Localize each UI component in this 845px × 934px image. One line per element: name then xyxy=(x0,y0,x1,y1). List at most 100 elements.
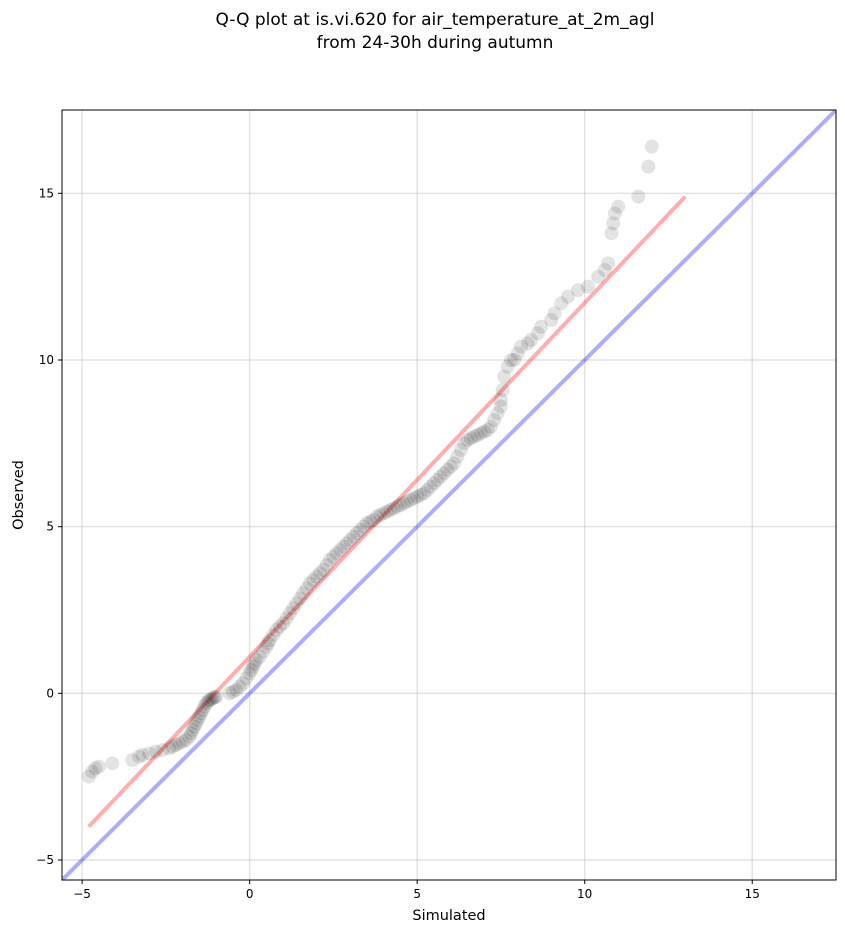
data-point xyxy=(182,729,197,744)
data-point xyxy=(346,529,361,544)
data-point xyxy=(366,513,381,527)
data-point xyxy=(199,696,214,711)
data-point xyxy=(433,469,448,484)
data-point xyxy=(326,549,341,564)
data-point xyxy=(400,494,415,509)
data-point xyxy=(503,353,518,367)
data-point xyxy=(252,649,267,664)
data-point xyxy=(204,692,219,707)
y-tick-label: −5 xyxy=(36,853,54,867)
data-point xyxy=(81,769,96,784)
data-point xyxy=(286,601,301,616)
data-point xyxy=(547,306,562,321)
data-point xyxy=(510,346,525,361)
data-point xyxy=(369,509,384,524)
y-tick-label: 10 xyxy=(39,353,54,367)
data-point xyxy=(373,508,388,522)
data-point xyxy=(467,429,482,444)
data-point xyxy=(200,694,215,709)
data-point xyxy=(232,679,247,694)
data-point xyxy=(507,353,522,367)
data-point xyxy=(457,436,472,451)
data-point xyxy=(202,693,217,707)
data-point xyxy=(247,656,262,671)
data-point xyxy=(302,576,317,591)
data-point xyxy=(88,761,103,776)
data-point xyxy=(269,623,284,637)
data-point xyxy=(279,611,294,626)
data-point xyxy=(477,424,492,439)
data-point xyxy=(530,326,545,341)
data-point xyxy=(440,463,455,477)
data-point xyxy=(195,703,210,717)
data-point xyxy=(289,596,304,611)
data-point xyxy=(319,558,334,572)
data-point xyxy=(641,159,656,174)
data-point xyxy=(132,749,147,764)
data-point xyxy=(453,443,468,457)
x-tick-label: 0 xyxy=(246,887,254,901)
data-point xyxy=(473,426,488,441)
data-point xyxy=(168,738,183,752)
data-point xyxy=(497,369,512,384)
data-point xyxy=(359,516,374,531)
data-point xyxy=(450,449,465,464)
plot-frame xyxy=(61,109,837,881)
fit-line xyxy=(87,195,687,829)
data-point xyxy=(353,523,368,537)
data-point xyxy=(490,406,505,421)
data-point xyxy=(282,606,297,621)
data-point xyxy=(393,498,408,512)
data-point xyxy=(299,581,314,596)
data-point xyxy=(413,488,428,502)
data-point xyxy=(443,459,458,474)
data-point xyxy=(423,479,438,494)
data-point xyxy=(190,713,205,727)
data-point xyxy=(430,473,445,487)
data-point xyxy=(349,526,364,541)
data-point xyxy=(185,723,200,737)
data-point xyxy=(148,744,163,759)
data-point xyxy=(165,739,180,754)
data-points xyxy=(81,139,659,784)
data-point xyxy=(222,686,237,701)
data-point xyxy=(483,419,498,434)
reference-lines xyxy=(62,110,836,880)
data-point xyxy=(135,748,150,762)
data-point xyxy=(313,566,327,581)
data-point xyxy=(410,489,425,504)
data-point xyxy=(386,501,401,516)
data-point xyxy=(463,431,478,446)
data-point xyxy=(296,586,311,601)
data-point xyxy=(597,263,612,277)
x-axis-label: Simulated xyxy=(412,908,485,924)
data-point xyxy=(611,199,626,214)
x-tick-label: 15 xyxy=(745,887,760,901)
data-point xyxy=(229,683,244,697)
data-point xyxy=(336,539,351,554)
data-point xyxy=(256,644,271,659)
data-point xyxy=(406,491,421,506)
data-point xyxy=(534,319,549,334)
data-point xyxy=(601,256,616,271)
data-point xyxy=(162,741,177,756)
data-point xyxy=(209,689,224,704)
data-point xyxy=(376,506,391,521)
data-point xyxy=(380,504,395,519)
data-point xyxy=(524,333,539,347)
data-point xyxy=(514,339,529,354)
data-point xyxy=(323,553,338,567)
data-point xyxy=(420,483,435,497)
data-point xyxy=(85,764,100,779)
data-point xyxy=(184,726,198,741)
data-point xyxy=(309,569,324,584)
data-point xyxy=(197,699,212,714)
data-point xyxy=(560,289,575,304)
data-point xyxy=(207,690,222,705)
data-point xyxy=(591,269,606,284)
data-point xyxy=(631,189,646,204)
data-point xyxy=(329,546,344,561)
data-point xyxy=(460,433,475,447)
data-point xyxy=(244,663,259,677)
